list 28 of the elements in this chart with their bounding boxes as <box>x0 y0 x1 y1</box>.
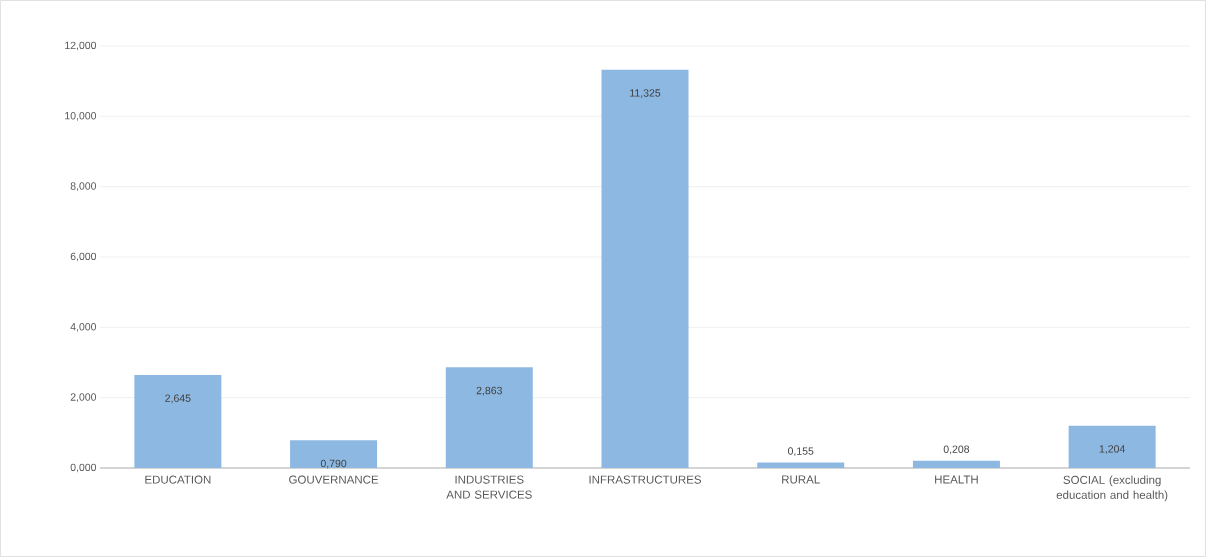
data-label: 0,208 <box>943 445 970 455</box>
y-tick-label: 4,000 <box>70 322 97 332</box>
bar <box>290 440 378 468</box>
x-tick-label: RURAL <box>782 475 820 484</box>
y-tick-label: 10,000 <box>65 111 97 121</box>
bar <box>757 462 845 468</box>
bar <box>1068 425 1156 468</box>
x-tick-label: INDUSTRIES AND SERVICES <box>446 475 532 499</box>
data-label: 2,863 <box>476 386 502 396</box>
x-tick-label: GOUVERNANCE <box>289 475 379 484</box>
data-label: 2,645 <box>165 394 191 404</box>
y-tick-label: 0,000 <box>70 463 97 473</box>
x-tick-label: INFRASTRUCTURES <box>589 475 702 484</box>
data-label: 0,790 <box>320 459 347 469</box>
y-tick-label: 8,000 <box>70 182 97 191</box>
x-tick-label: SOCIAL (excluding education and health) <box>1056 475 1168 502</box>
y-tick-label: 2,000 <box>70 393 97 402</box>
data-label: 0,155 <box>787 447 814 457</box>
bar <box>134 374 222 468</box>
x-tick-label: HEALTH <box>935 475 978 484</box>
bar <box>912 460 1000 468</box>
bar <box>445 367 533 468</box>
x-tick-label: EDUCATION <box>145 475 211 484</box>
data-label: 1,204 <box>1099 445 1125 454</box>
y-tick-label: 6,000 <box>70 252 97 262</box>
y-tick-label: 12,000 <box>65 41 97 51</box>
bar <box>601 69 689 468</box>
data-label: 11,325 <box>630 89 661 98</box>
